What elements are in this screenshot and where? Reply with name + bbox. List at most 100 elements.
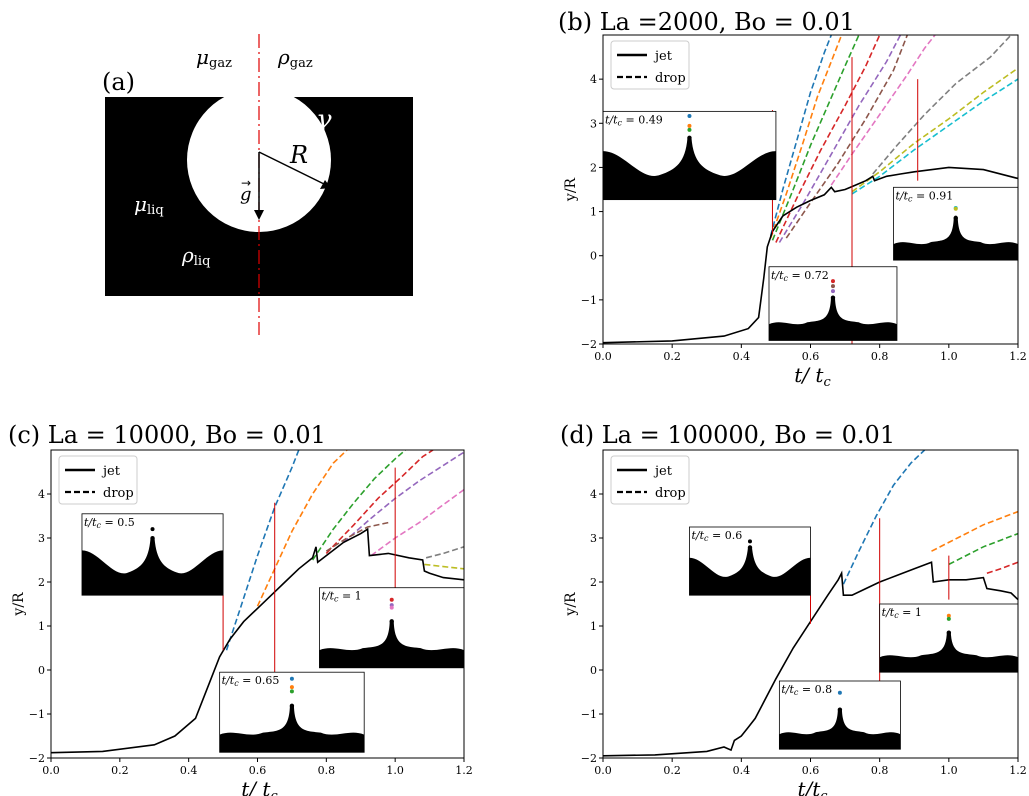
drop-trajectory-line bbox=[785, 35, 909, 239]
drop-trajectory-line bbox=[342, 451, 464, 544]
inset-time-value: = 0.91 bbox=[913, 189, 954, 202]
drop-trajectory-line bbox=[830, 35, 936, 186]
radius-arrowhead-icon bbox=[320, 180, 331, 189]
y-tick-label: −1 bbox=[581, 294, 597, 307]
inset-time-prefix: t/t bbox=[882, 606, 895, 619]
inset-time-prefix: t/t bbox=[771, 269, 784, 282]
y-tick-label: −2 bbox=[581, 338, 597, 351]
inset-time-subscript: c bbox=[97, 521, 102, 530]
inset-time-value: = 0.6 bbox=[708, 529, 742, 542]
ejected-droplet bbox=[687, 123, 692, 128]
inset-time-prefix: t/t bbox=[222, 674, 235, 687]
drop-trajectory-line bbox=[842, 450, 926, 585]
inset-time-subscript: c bbox=[334, 595, 339, 604]
y-tick-label: 0 bbox=[590, 664, 597, 677]
x-axis-label-main: t/t bbox=[797, 777, 821, 796]
x-axis-label-subscript: c bbox=[823, 375, 831, 390]
inset-time-subscript: c bbox=[894, 611, 899, 620]
drop-trajectory-line bbox=[775, 35, 881, 243]
inset-time-prefix: t/t bbox=[781, 683, 794, 696]
jet-tip-droplet bbox=[389, 619, 394, 624]
y-tick-label: −2 bbox=[29, 752, 45, 765]
y-tick-label: 3 bbox=[590, 532, 597, 545]
snapshot-inset: t/tc = 1 bbox=[879, 603, 1019, 673]
snapshot-inset: t/tc = 0.65 bbox=[219, 671, 365, 753]
ejected-droplet bbox=[830, 289, 835, 294]
inset-time-prefix: t/t bbox=[321, 590, 334, 603]
ejected-droplet bbox=[687, 127, 692, 132]
drop-trajectory-line bbox=[311, 450, 407, 561]
snapshot-inset: t/tc = 0.91 bbox=[893, 186, 1019, 261]
liquid-surface-profile bbox=[219, 705, 365, 753]
legend-jet-label: jet bbox=[653, 464, 673, 479]
jet-tip-line bbox=[603, 561, 1018, 757]
x-axis-label: t/tc bbox=[797, 777, 828, 796]
snapshot-inset: t/tc = 0.8 bbox=[778, 680, 901, 750]
snapshot-inset: t/tc = 0.49 bbox=[602, 110, 777, 201]
chart-panel-c: (c) La = 10000, Bo = 0.01 t/tc = 0.5 t/tc … bbox=[8, 421, 473, 796]
drop-trajectory-line bbox=[370, 488, 464, 557]
x-tick-label: 0.6 bbox=[249, 764, 267, 777]
inset-time-prefix: t/t bbox=[691, 529, 704, 542]
liquid-surface-profile bbox=[779, 709, 901, 750]
y-tick-label: 2 bbox=[590, 576, 597, 589]
jet-tip-droplet bbox=[289, 703, 295, 709]
jet-tip-droplet bbox=[150, 536, 155, 541]
chart-title: (d) La = 100000, Bo = 0.01 bbox=[560, 421, 895, 449]
liquid-surface-profile bbox=[603, 137, 776, 200]
schematic-panel: (a) μgaz ρgaz γ R g → μliq ρliq bbox=[102, 34, 413, 335]
vector-arrow-icon: → bbox=[241, 176, 251, 190]
y-tick-label: 4 bbox=[590, 73, 597, 86]
drop-trajectory-line bbox=[325, 450, 434, 554]
y-tick-label: −2 bbox=[581, 752, 597, 765]
inset-time-subscript: c bbox=[704, 534, 709, 543]
x-tick-label: 1.2 bbox=[455, 764, 473, 777]
liquid-surface-profile bbox=[689, 547, 811, 596]
inset-time-label: t/tc = 0.8 bbox=[781, 683, 832, 697]
x-axis-label-subscript: c bbox=[820, 789, 828, 796]
inset-time-subscript: c bbox=[234, 679, 239, 688]
drop-trajectory-line bbox=[325, 521, 389, 552]
ejected-droplet bbox=[389, 597, 394, 602]
legend-drop-label: drop bbox=[655, 486, 686, 501]
jet-tip-droplet bbox=[946, 630, 952, 635]
liquid-surface-profile bbox=[893, 217, 1018, 261]
liquid-surface-profile bbox=[879, 632, 1018, 673]
drop-trajectory-line bbox=[256, 450, 348, 607]
drop-trajectory-line bbox=[986, 561, 1018, 574]
snapshot-inset: t/tc = 0.72 bbox=[768, 266, 898, 341]
drop-trajectory-line bbox=[931, 510, 1018, 552]
inset-time-label: t/tc = 0.5 bbox=[84, 516, 135, 530]
radius-arrow bbox=[258, 151, 325, 185]
drop-trajectory-line bbox=[948, 532, 1018, 566]
y-tick-label: 4 bbox=[38, 488, 45, 501]
inset-time-label: t/tc = 0.91 bbox=[896, 189, 954, 203]
y-tick-label: 1 bbox=[590, 206, 597, 219]
y-axis-label: y/R bbox=[11, 592, 27, 617]
ejected-droplet bbox=[946, 613, 951, 618]
ejected-droplet bbox=[830, 279, 835, 284]
jet-tip-droplet bbox=[837, 707, 843, 712]
rho-liq-symbol: ρliq bbox=[181, 243, 210, 269]
legend-drop-label: drop bbox=[103, 486, 134, 501]
x-tick-label: 0.6 bbox=[802, 764, 820, 777]
gravity-arrowhead-icon bbox=[254, 210, 264, 220]
ejected-droplet bbox=[389, 605, 394, 610]
x-tick-label: 0.2 bbox=[111, 764, 129, 777]
chart-title: (c) La = 10000, Bo = 0.01 bbox=[8, 421, 326, 449]
inset-time-value: = 0.72 bbox=[788, 269, 829, 282]
inset-time-label: t/tc = 0.6 bbox=[691, 529, 742, 543]
plot-area bbox=[51, 450, 464, 754]
y-tick-label: 4 bbox=[590, 488, 597, 501]
panel-label-a: (a) bbox=[102, 68, 135, 96]
jet-tip-droplet bbox=[830, 295, 836, 300]
x-tick-label: 0.8 bbox=[871, 350, 889, 363]
y-tick-label: 0 bbox=[590, 250, 597, 263]
y-axis-label: y/R bbox=[563, 592, 579, 617]
y-tick-label: 0 bbox=[38, 664, 45, 677]
ejected-droplet bbox=[289, 685, 294, 690]
snapshot-inset: t/tc = 0.6 bbox=[689, 526, 811, 596]
drop-trajectory-line bbox=[851, 78, 1018, 195]
liquid-surface-profile bbox=[319, 621, 464, 668]
